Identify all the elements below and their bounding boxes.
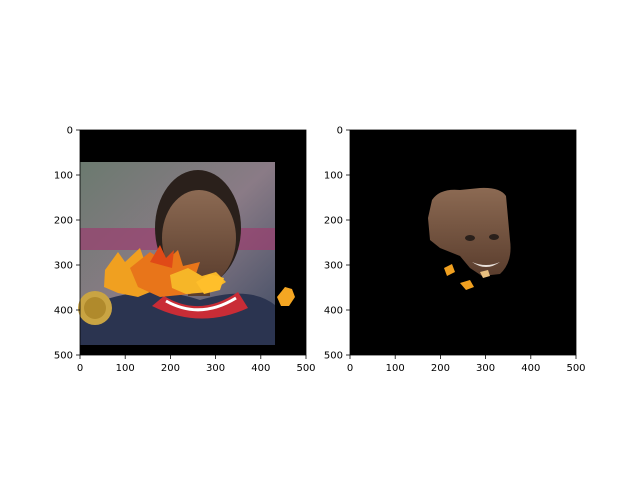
image-content — [78, 162, 295, 345]
y-tick-label: 0 — [67, 126, 73, 137]
x-tick-label: 300 — [476, 363, 495, 374]
x-tick-label: 0 — [347, 363, 353, 374]
y-tick-label: 400 — [54, 306, 73, 317]
subplot-original-image: 0 100 200 300 400 500 0 100 200 300 400 500 — [54, 126, 316, 375]
axis-ticks-right: 0 100 200 300 400 500 0 100 200 300 400 500 — [324, 126, 586, 375]
y-tick-label: 300 — [324, 261, 343, 272]
y-tick-label: 500 — [324, 351, 343, 362]
leaf-outside — [277, 287, 295, 306]
y-tick-label: 200 — [324, 216, 343, 227]
x-tick-label: 100 — [116, 363, 135, 374]
subplot-segmented-face: 0 100 200 300 400 500 0 100 200 300 400 500 — [324, 126, 586, 375]
x-tick-label: 500 — [296, 363, 315, 374]
axes-frame — [349, 129, 577, 356]
y-tick-label: 200 — [54, 216, 73, 227]
ribbon-red — [152, 292, 248, 319]
ribbon-white — [165, 296, 237, 312]
axes-frame — [79, 129, 307, 356]
y-tick-label: 300 — [54, 261, 73, 272]
axis-ticks-left: 0 100 200 300 400 500 0 100 200 300 400 500 — [54, 126, 316, 375]
x-tick-label: 200 — [161, 363, 180, 374]
y-tick-label: 100 — [324, 171, 343, 182]
eye-left — [465, 235, 475, 241]
x-tick-label: 400 — [251, 363, 270, 374]
x-tick-label: 300 — [206, 363, 225, 374]
y-tick-label: 100 — [54, 171, 73, 182]
eye-right — [489, 234, 499, 240]
teeth — [472, 262, 500, 267]
y-tick-label: 500 — [54, 351, 73, 362]
leaf-fragment — [444, 264, 455, 276]
leaf-overlay — [104, 245, 226, 297]
x-tick-label: 500 — [566, 363, 585, 374]
x-tick-label: 200 — [431, 363, 450, 374]
x-tick-label: 100 — [386, 363, 405, 374]
x-tick-label: 400 — [521, 363, 540, 374]
y-tick-label: 0 — [337, 126, 343, 137]
x-tick-label: 0 — [77, 363, 83, 374]
face-mask — [428, 187, 511, 276]
gold-medal-inner — [84, 297, 106, 319]
leaf-fragment — [460, 280, 474, 290]
leaf-fragment — [480, 270, 490, 278]
y-tick-label: 400 — [324, 306, 343, 317]
image-content — [428, 187, 511, 290]
